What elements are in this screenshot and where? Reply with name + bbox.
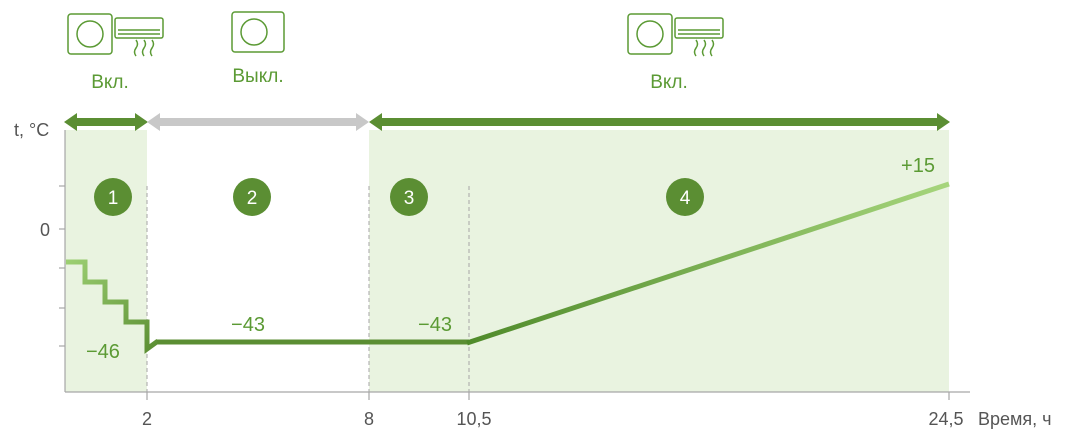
- x-tick-label-24-5: 24,5: [928, 409, 963, 429]
- outdoor-unit-icon: [231, 11, 285, 53]
- zone-on-3-4: [369, 130, 949, 392]
- temp-label-minus-43-a: −43: [231, 314, 265, 336]
- outdoor-and-indoor-unit-icon: [67, 13, 164, 57]
- zone-badge-1: 1: [94, 178, 132, 216]
- status-label-on-1: Вкл.: [91, 72, 129, 93]
- outdoor-and-indoor-unit-icon: [627, 13, 724, 57]
- temp-label-plus-15: +15: [901, 155, 935, 177]
- temp-label-minus-46: −46: [86, 341, 120, 363]
- svg-text:1: 1: [108, 188, 119, 209]
- arrow-on-3-4: [369, 113, 950, 131]
- status-label-on-2: Вкл.: [650, 72, 688, 93]
- y-zero-label: 0: [40, 220, 50, 240]
- status-label-off-2: Выкл.: [232, 66, 283, 87]
- x-tick-label-8: 8: [364, 409, 374, 429]
- y-axis-label: t, °C: [14, 120, 49, 140]
- zone-badge-4: 4: [666, 178, 704, 216]
- x-tick-label-2: 2: [142, 409, 152, 429]
- zone-badge-2: 2: [233, 178, 271, 216]
- temperature-curve-ramp: [466, 181, 950, 346]
- svg-text:4: 4: [680, 188, 691, 209]
- x-axis-label: Время, ч: [978, 409, 1052, 429]
- zone-badge-3: 3: [390, 178, 428, 216]
- arrow-on-1: [64, 113, 148, 131]
- temperature-curve-steps: [66, 259, 160, 354]
- arrow-off-2: [147, 113, 369, 131]
- svg-text:2: 2: [247, 188, 258, 209]
- x-tick-label-10-5: 10,5: [456, 409, 491, 429]
- temp-label-minus-43-b: −43: [418, 314, 452, 336]
- svg-text:3: 3: [404, 188, 415, 209]
